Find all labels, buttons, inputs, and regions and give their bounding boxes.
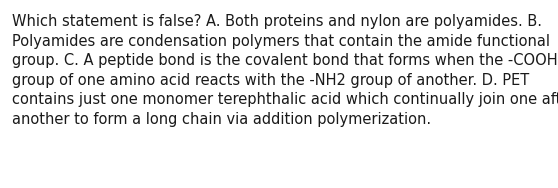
Text: Which statement is false? A. Both proteins and nylon are polyamides. B.
Polyamid: Which statement is false? A. Both protei… [12, 14, 558, 127]
